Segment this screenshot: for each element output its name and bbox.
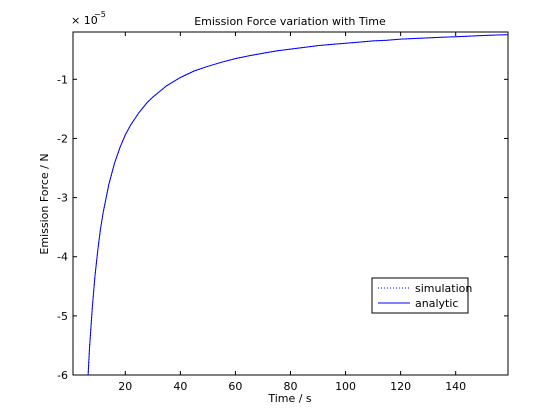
- y-tick-label: -1: [57, 73, 68, 86]
- x-axis-label: Time / s: [267, 392, 312, 405]
- y-tick-label: -3: [57, 192, 68, 205]
- y-tick-label: -4: [57, 251, 68, 264]
- y-tick-label: -6: [57, 369, 68, 382]
- x-tick-label: 40: [173, 380, 187, 393]
- x-tick-label: 60: [228, 380, 242, 393]
- chart-title: Emission Force variation with Time: [194, 15, 386, 28]
- x-tick-label: 140: [445, 380, 466, 393]
- y-axis-label: Emission Force / N: [38, 153, 51, 254]
- legend-label-analytic: analytic: [415, 297, 458, 310]
- x-tick-label: 120: [390, 380, 411, 393]
- x-tick-label: 20: [118, 380, 132, 393]
- exponent-power: −5: [94, 10, 106, 19]
- legend: simulation analytic: [372, 278, 472, 313]
- y-tick-label: -2: [57, 132, 68, 145]
- plot-area: [73, 32, 508, 375]
- x-tick-label: 100: [335, 380, 356, 393]
- y-tick-label: -5: [57, 310, 68, 323]
- legend-label-simulation: simulation: [415, 282, 472, 295]
